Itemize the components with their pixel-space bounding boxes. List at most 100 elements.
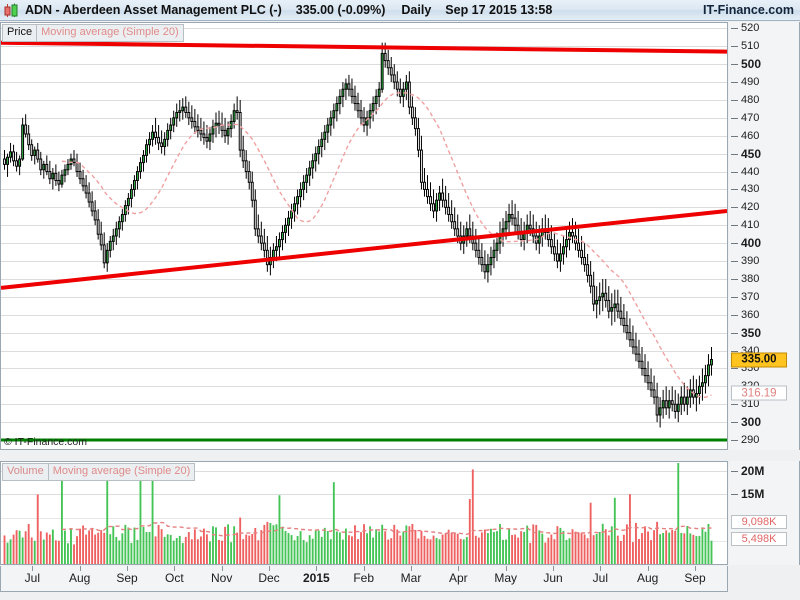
time-axis-tick: [600, 566, 601, 571]
time-axis-label: Dec: [258, 571, 280, 585]
time-axis-label: Jun: [543, 571, 563, 585]
price-axis[interactable]: 520 510 500 490 480 470 460 450 440 430 420 410 400 3…: [729, 22, 800, 450]
price-axis-tick: [731, 154, 738, 155]
price-axis-label: 370: [741, 290, 760, 303]
time-axis-label: Feb: [353, 571, 375, 585]
window-symbol: ADN - Aberdeen Asset Management PLC (-): [25, 3, 282, 17]
price-ma-chip[interactable]: Moving average (Simple 20): [36, 24, 184, 42]
price-axis-tick: [731, 172, 738, 173]
last-price-badge: 335.00: [731, 352, 787, 367]
time-axis[interactable]: Jul Aug Sep Oct Nov Dec 2015 Feb Mar Apr May Jun Jul…: [0, 566, 728, 592]
price-axis-tick: [731, 333, 738, 334]
time-axis-tick: [648, 566, 649, 571]
price-axis-label: 510: [741, 40, 760, 53]
price-axis-tick: [731, 46, 738, 47]
price-plot[interactable]: [1, 23, 727, 449]
price-axis-label: 290: [741, 434, 760, 447]
price-axis-tick: [731, 315, 738, 316]
price-axis-label: 500: [741, 57, 762, 72]
time-axis-tick: [127, 566, 128, 571]
time-axis-label: Jul: [592, 571, 609, 585]
price-axis-tick: [731, 404, 738, 405]
time-axis-label: 2015: [302, 571, 330, 585]
price-axis-label: 360: [741, 308, 760, 321]
time-axis-tick: [80, 566, 81, 571]
price-panel-header: Price Moving average (Simple 20): [2, 24, 184, 42]
volume-axis-tick: [731, 494, 738, 495]
time-axis-tick: [506, 566, 507, 571]
price-axis-label: 440: [741, 165, 760, 178]
time-axis-label: Nov: [211, 571, 233, 585]
volume-plot[interactable]: [1, 462, 727, 564]
time-axis-tick: [269, 566, 270, 571]
price-axis-tick: [731, 440, 738, 441]
window-last-price: 335.00 (-0.09%): [295, 3, 386, 17]
window-timestamp: Sep 17 2015 13:58: [445, 3, 553, 17]
volume-panel-header: Volume Moving average (Simple 20): [2, 463, 196, 481]
time-axis-label: Apr: [449, 571, 468, 585]
price-axis-tick: [731, 136, 738, 137]
time-axis-tick: [316, 566, 317, 571]
candlestick-icon: [3, 3, 21, 18]
title-bar: ADN - Aberdeen Asset Management PLC (-) …: [0, 0, 800, 21]
time-axis-tick: [458, 566, 459, 571]
price-axis-tick: [731, 100, 738, 101]
window-timeframe: Daily: [401, 3, 432, 17]
price-axis-tick: [731, 64, 738, 65]
price-axis-tick: [731, 225, 738, 226]
time-axis-tick: [222, 566, 223, 571]
volume-axis[interactable]: 20M 15M 9,098K 5,498K: [729, 461, 800, 565]
volume-axis-label: 15M: [741, 487, 765, 502]
time-axis-label: Oct: [165, 571, 184, 585]
time-axis-label: Mar: [400, 571, 422, 585]
price-axis-tick: [731, 422, 738, 423]
price-axis-tick: [731, 28, 738, 29]
time-axis-tick: [553, 566, 554, 571]
price-axis-label: 430: [741, 183, 760, 196]
volume-chip[interactable]: Volume: [2, 463, 49, 481]
price-axis-tick: [731, 243, 738, 244]
time-axis-label: May: [494, 571, 518, 585]
volume-axis-label: 20M: [741, 464, 765, 479]
time-axis-label: Sep: [116, 571, 138, 585]
volume-ma-badge: 9,098K: [731, 514, 787, 529]
price-axis-label: 480: [741, 93, 760, 106]
time-axis-tick: [695, 566, 696, 571]
price-axis-label: 460: [741, 129, 760, 142]
time-axis-label: Aug: [68, 571, 91, 585]
time-axis-tick: [364, 566, 365, 571]
price-axis-tick: [731, 189, 738, 190]
price-axis-label: 400: [741, 236, 762, 251]
price-axis-tick: [731, 118, 738, 119]
price-axis-tick: [731, 82, 738, 83]
volume-chart-panel[interactable]: Volume Moving average (Simple 20): [0, 461, 728, 565]
price-axis-tick: [731, 368, 738, 369]
price-axis-tick: [731, 297, 738, 298]
price-axis-label: 380: [741, 272, 760, 285]
price-axis-tick: [731, 261, 738, 262]
time-axis-label: Sep: [684, 571, 706, 585]
time-axis-tick: [411, 566, 412, 571]
price-axis-label: 490: [741, 76, 760, 89]
price-axis-label: 410: [741, 219, 760, 232]
volume-last-badge: 5,498K: [731, 531, 787, 546]
price-axis-tick: [731, 207, 738, 208]
price-axis-label: 450: [741, 146, 762, 161]
brand-label: IT-Finance.com: [703, 3, 794, 17]
price-axis-label: 470: [741, 111, 760, 124]
volume-axis-tick: [731, 471, 738, 472]
price-chart-panel[interactable]: Price Moving average (Simple 20) © IT-Fi…: [0, 22, 728, 450]
volume-ma-chip[interactable]: Moving average (Simple 20): [47, 463, 196, 481]
price-axis-label: 300: [741, 415, 762, 430]
time-axis-tick: [174, 566, 175, 571]
price-axis-label: 420: [741, 201, 760, 214]
price-axis-label: 310: [741, 398, 760, 411]
watermark-label: © IT-Finance.com: [4, 436, 88, 448]
price-chip[interactable]: Price: [2, 24, 38, 42]
time-axis-label: Aug: [636, 571, 659, 585]
ma-value-badge: 316.19: [731, 385, 787, 401]
time-axis-label: Jul: [24, 571, 41, 585]
price-axis-label: 520: [741, 22, 760, 35]
price-axis-tick: [731, 351, 738, 352]
